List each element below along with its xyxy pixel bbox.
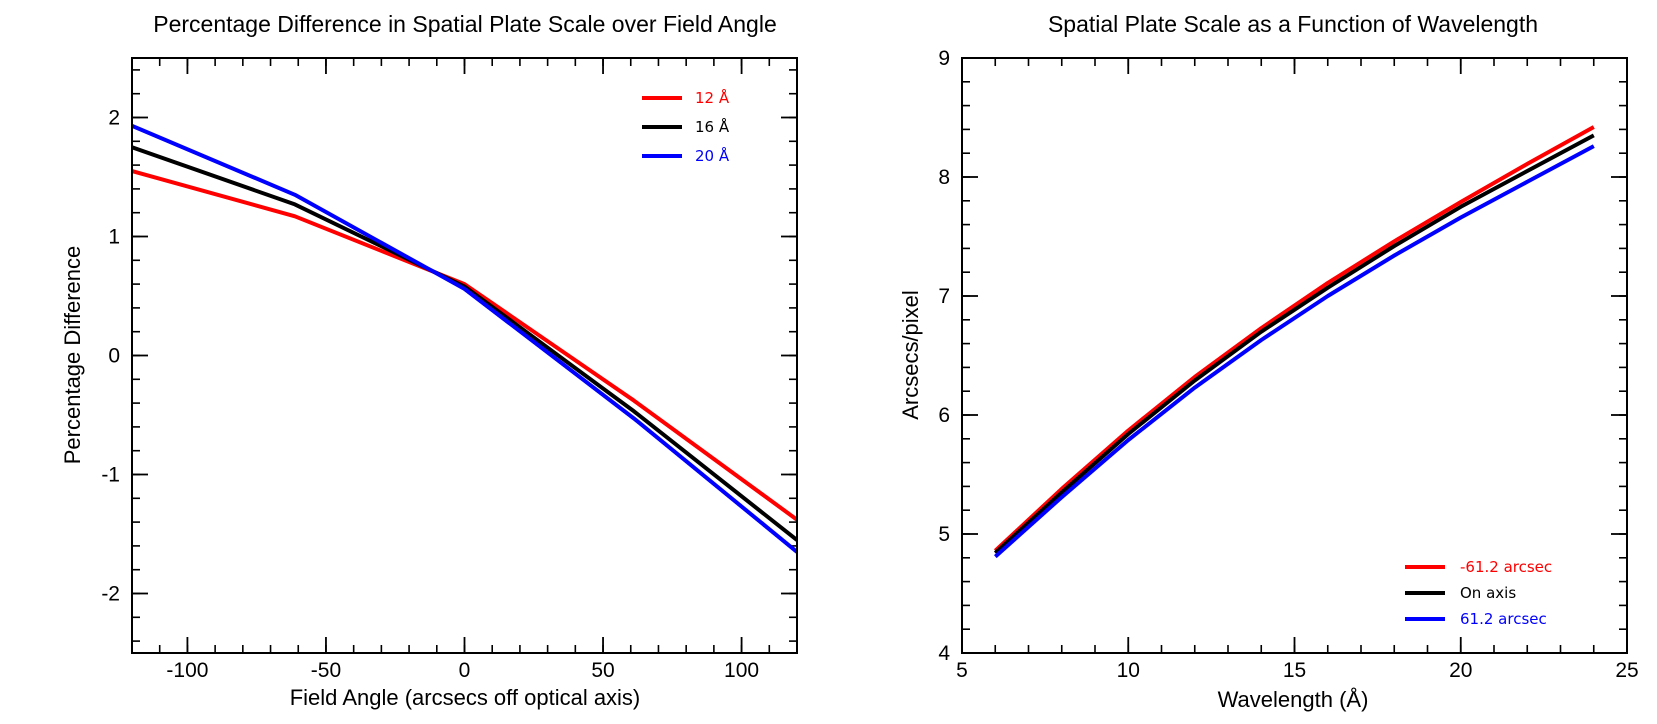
x-axis-label: Field Angle (arcsecs off optical axis) xyxy=(290,685,641,710)
y-axis-label: Arcsecs/pixel xyxy=(898,290,923,420)
y-tick-label: 6 xyxy=(938,404,950,427)
x-tick-label: 0 xyxy=(459,659,471,682)
legend: -61.2 arcsec On axis 61.2 arcsec xyxy=(1405,558,1552,628)
legend-label: 61.2 arcsec xyxy=(1460,610,1547,628)
y-tick-label: 8 xyxy=(938,166,950,189)
x-axis-label: Wavelength (Å) xyxy=(1218,687,1369,712)
y-tick-label: 0 xyxy=(108,345,120,368)
x-tick-label: 5 xyxy=(956,659,968,682)
x-tick-label: -50 xyxy=(311,659,341,682)
legend-label: 12 Å xyxy=(695,88,730,107)
chart-plate-scale-wavelength: Spatial Plate Scale as a Function of Wav… xyxy=(898,11,1639,712)
y-tick-label: 9 xyxy=(938,47,950,70)
x-tick-label: -100 xyxy=(166,659,208,682)
legend-label: 20 Å xyxy=(695,146,730,165)
series-line-on-axis xyxy=(993,133,1595,555)
legend-label: On axis xyxy=(1460,584,1516,602)
series-line-12 xyxy=(132,169,797,522)
legend-label: 16 Å xyxy=(695,117,730,136)
y-tick-label: -1 xyxy=(101,464,120,487)
legend: 12 Å 16 Å 20 Å xyxy=(642,88,730,165)
chart-percentage-difference: Percentage Difference in Spatial Plate S… xyxy=(60,11,798,710)
x-tick-label: 15 xyxy=(1283,659,1306,682)
series-layer xyxy=(993,125,1595,559)
series-line-61-2-arcsec xyxy=(993,125,1595,553)
chart-title: Percentage Difference in Spatial Plate S… xyxy=(153,11,777,37)
y-tick-label: -2 xyxy=(101,583,120,606)
x-tick-label: 100 xyxy=(724,659,759,682)
y-tick-label: 7 xyxy=(938,285,950,308)
plot-frame xyxy=(131,57,798,654)
y-axis-label: Percentage Difference xyxy=(60,246,85,465)
series-layer xyxy=(132,123,797,554)
series-line-61-2-arcsec xyxy=(993,144,1595,559)
legend-label: -61.2 arcsec xyxy=(1460,558,1552,576)
plot-frame xyxy=(961,57,1628,654)
x-tick-label: 50 xyxy=(591,659,614,682)
x-tick-label: 20 xyxy=(1449,659,1472,682)
x-tick-label: 25 xyxy=(1615,659,1638,682)
y-tick-label: 1 xyxy=(108,226,120,249)
y-tick-label: 5 xyxy=(938,523,950,546)
axis-ticks: -100 -50 0 50 100 -2 -1 0 1 2 xyxy=(101,58,798,682)
series-line-20 xyxy=(132,123,797,554)
chart-title: Spatial Plate Scale as a Function of Wav… xyxy=(1048,11,1538,37)
series-line-16 xyxy=(132,145,797,542)
x-tick-label: 10 xyxy=(1117,659,1140,682)
y-tick-label: 2 xyxy=(108,107,120,130)
y-tick-label: 4 xyxy=(938,642,950,665)
